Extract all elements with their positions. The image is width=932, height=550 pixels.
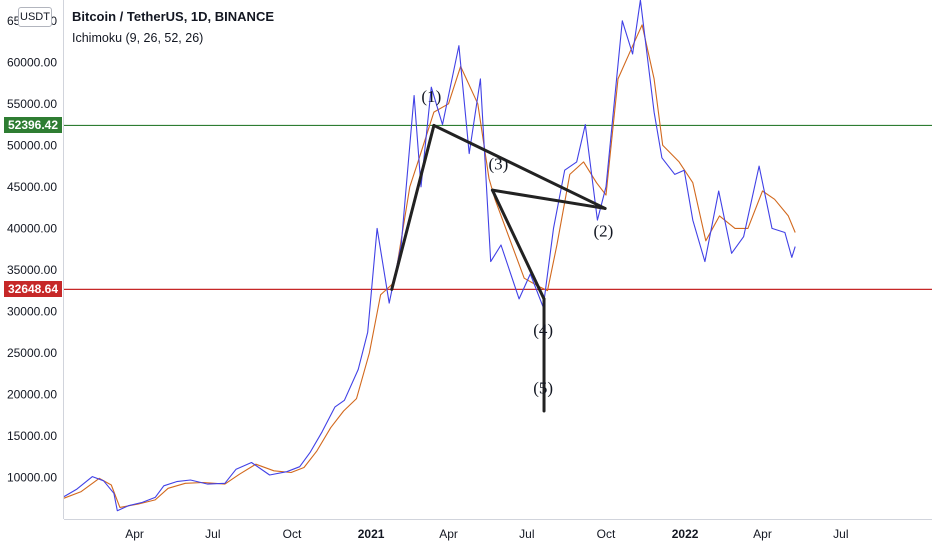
support-price-tag: 32648.64 (4, 281, 62, 298)
pattern-line-3[interactable] (490, 188, 607, 210)
x-tick-label: Jul (833, 527, 848, 541)
currency-selector[interactable]: USDT (18, 7, 52, 27)
wave-label: (4) (533, 320, 553, 339)
x-tick-label: Jul (519, 527, 534, 541)
y-tick-label: 15000.00 (7, 429, 57, 443)
wave-label: (2) (593, 222, 613, 241)
pattern-line-1[interactable] (390, 123, 436, 291)
wave-label: (1) (421, 87, 441, 106)
wave-label: (3) (489, 154, 509, 173)
x-tick-label: Apr (753, 527, 772, 541)
resistance-price-tag: 52396.42 (4, 117, 62, 134)
wave-label: (5) (533, 379, 553, 398)
plot-area (63, 0, 932, 512)
x-tick-label: Apr (439, 527, 458, 541)
axes: 10000.00 15000.00 20000.00 25000.00 30000.00… (7, 0, 932, 541)
y-tick-label: 25000.00 (7, 346, 57, 360)
y-tick-label: 40000.00 (7, 221, 57, 235)
indicator-legend[interactable]: Ichimoku (9, 26, 52, 26) (72, 31, 204, 45)
x-tick-label: Oct (597, 527, 616, 541)
y-tick-label: 30000.00 (7, 304, 57, 318)
pattern-line-4[interactable] (490, 188, 546, 301)
y-tick-label: 45000.00 (7, 180, 57, 194)
wave-pattern-drawing[interactable]: (1) (3) (2) (4) (5) (390, 87, 614, 413)
pattern-line-2[interactable] (432, 123, 607, 210)
price-series-line (63, 0, 796, 512)
y-tick-label: 20000.00 (7, 387, 57, 401)
y-tick-label: 35000.00 (7, 263, 57, 277)
y-tick-label: 60000.00 (7, 55, 57, 69)
x-tick-label: Oct (283, 527, 302, 541)
y-tick-label: 10000.00 (7, 470, 57, 484)
y-tick-label: 50000.00 (7, 138, 57, 152)
symbol-title: Bitcoin / TetherUS, 1D, BINANCE (72, 9, 275, 24)
x-tick-label: 2022 (672, 527, 699, 541)
x-tick-label: 2021 (358, 527, 385, 541)
x-tick-label: Apr (125, 527, 144, 541)
y-tick-label: 55000.00 (7, 97, 57, 111)
x-tick-label: Jul (205, 527, 220, 541)
